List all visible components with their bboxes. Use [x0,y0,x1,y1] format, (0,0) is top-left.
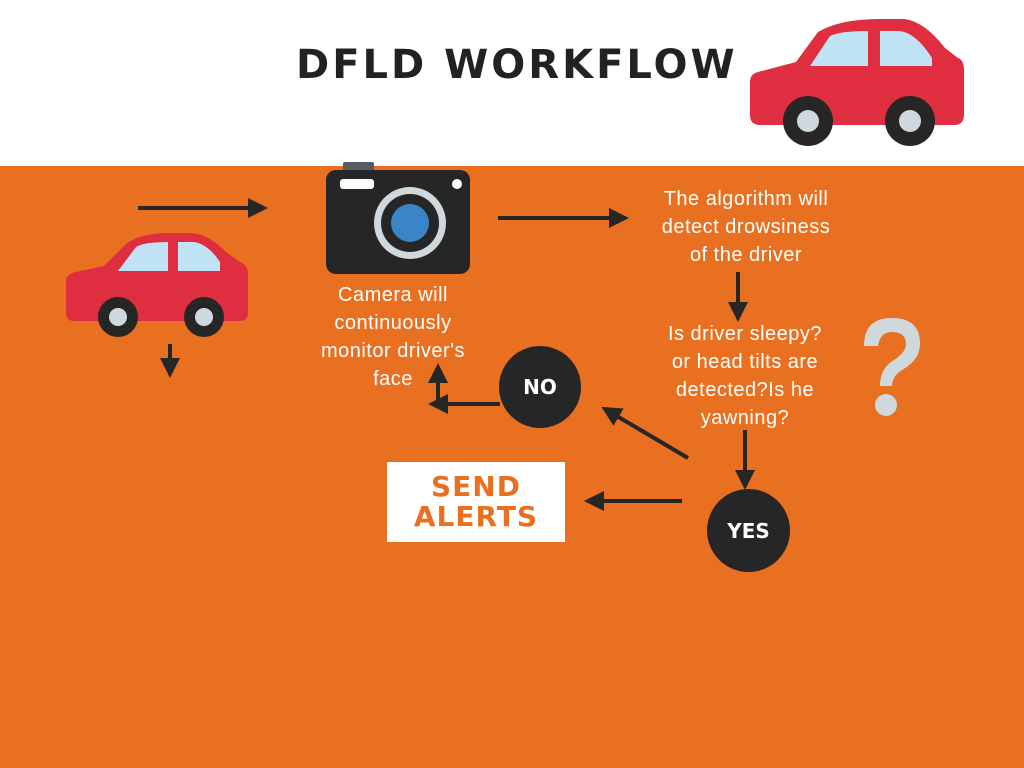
alert-line: SEND [431,470,521,503]
camera-line: Camera will [338,284,448,306]
camera-line: monitor driver's [320,340,466,362]
header: DFLD WORKFLOW [0,0,1024,166]
camera-icon [326,162,470,274]
no-node: NO [499,346,581,428]
alert-line: ALERTS [413,500,539,533]
algorithm-description: The algorithm will detect drowsiness of … [636,185,856,269]
algorithm-line: The algorithm will [663,188,829,210]
decision-question: Is driver sleepy? or head tilts are dete… [645,320,845,432]
header-car-icon [750,19,964,146]
yes-label: YES [727,518,770,543]
algorithm-line: of the driver [689,244,803,266]
question-line: or head tilts are [671,351,819,373]
no-label: NO [523,375,557,399]
algorithm-line: detect drowsiness [661,216,831,238]
arrow-icon [601,406,690,460]
camera-line: continuously [334,312,452,334]
send-alerts-box: SEND ALERTS [387,462,565,542]
camera-description: Camera will continuously monitor driver'… [298,281,488,393]
yes-node: YES [707,489,790,572]
question-line: detected?Is he [675,379,815,401]
camera-line: face [373,368,413,390]
car-icon [66,233,248,337]
question-mark-icon [864,318,920,416]
diagram-title: DFLD WORKFLOW [296,42,738,88]
question-line: yawning? [700,407,790,429]
question-line: Is driver sleepy? [667,323,823,345]
